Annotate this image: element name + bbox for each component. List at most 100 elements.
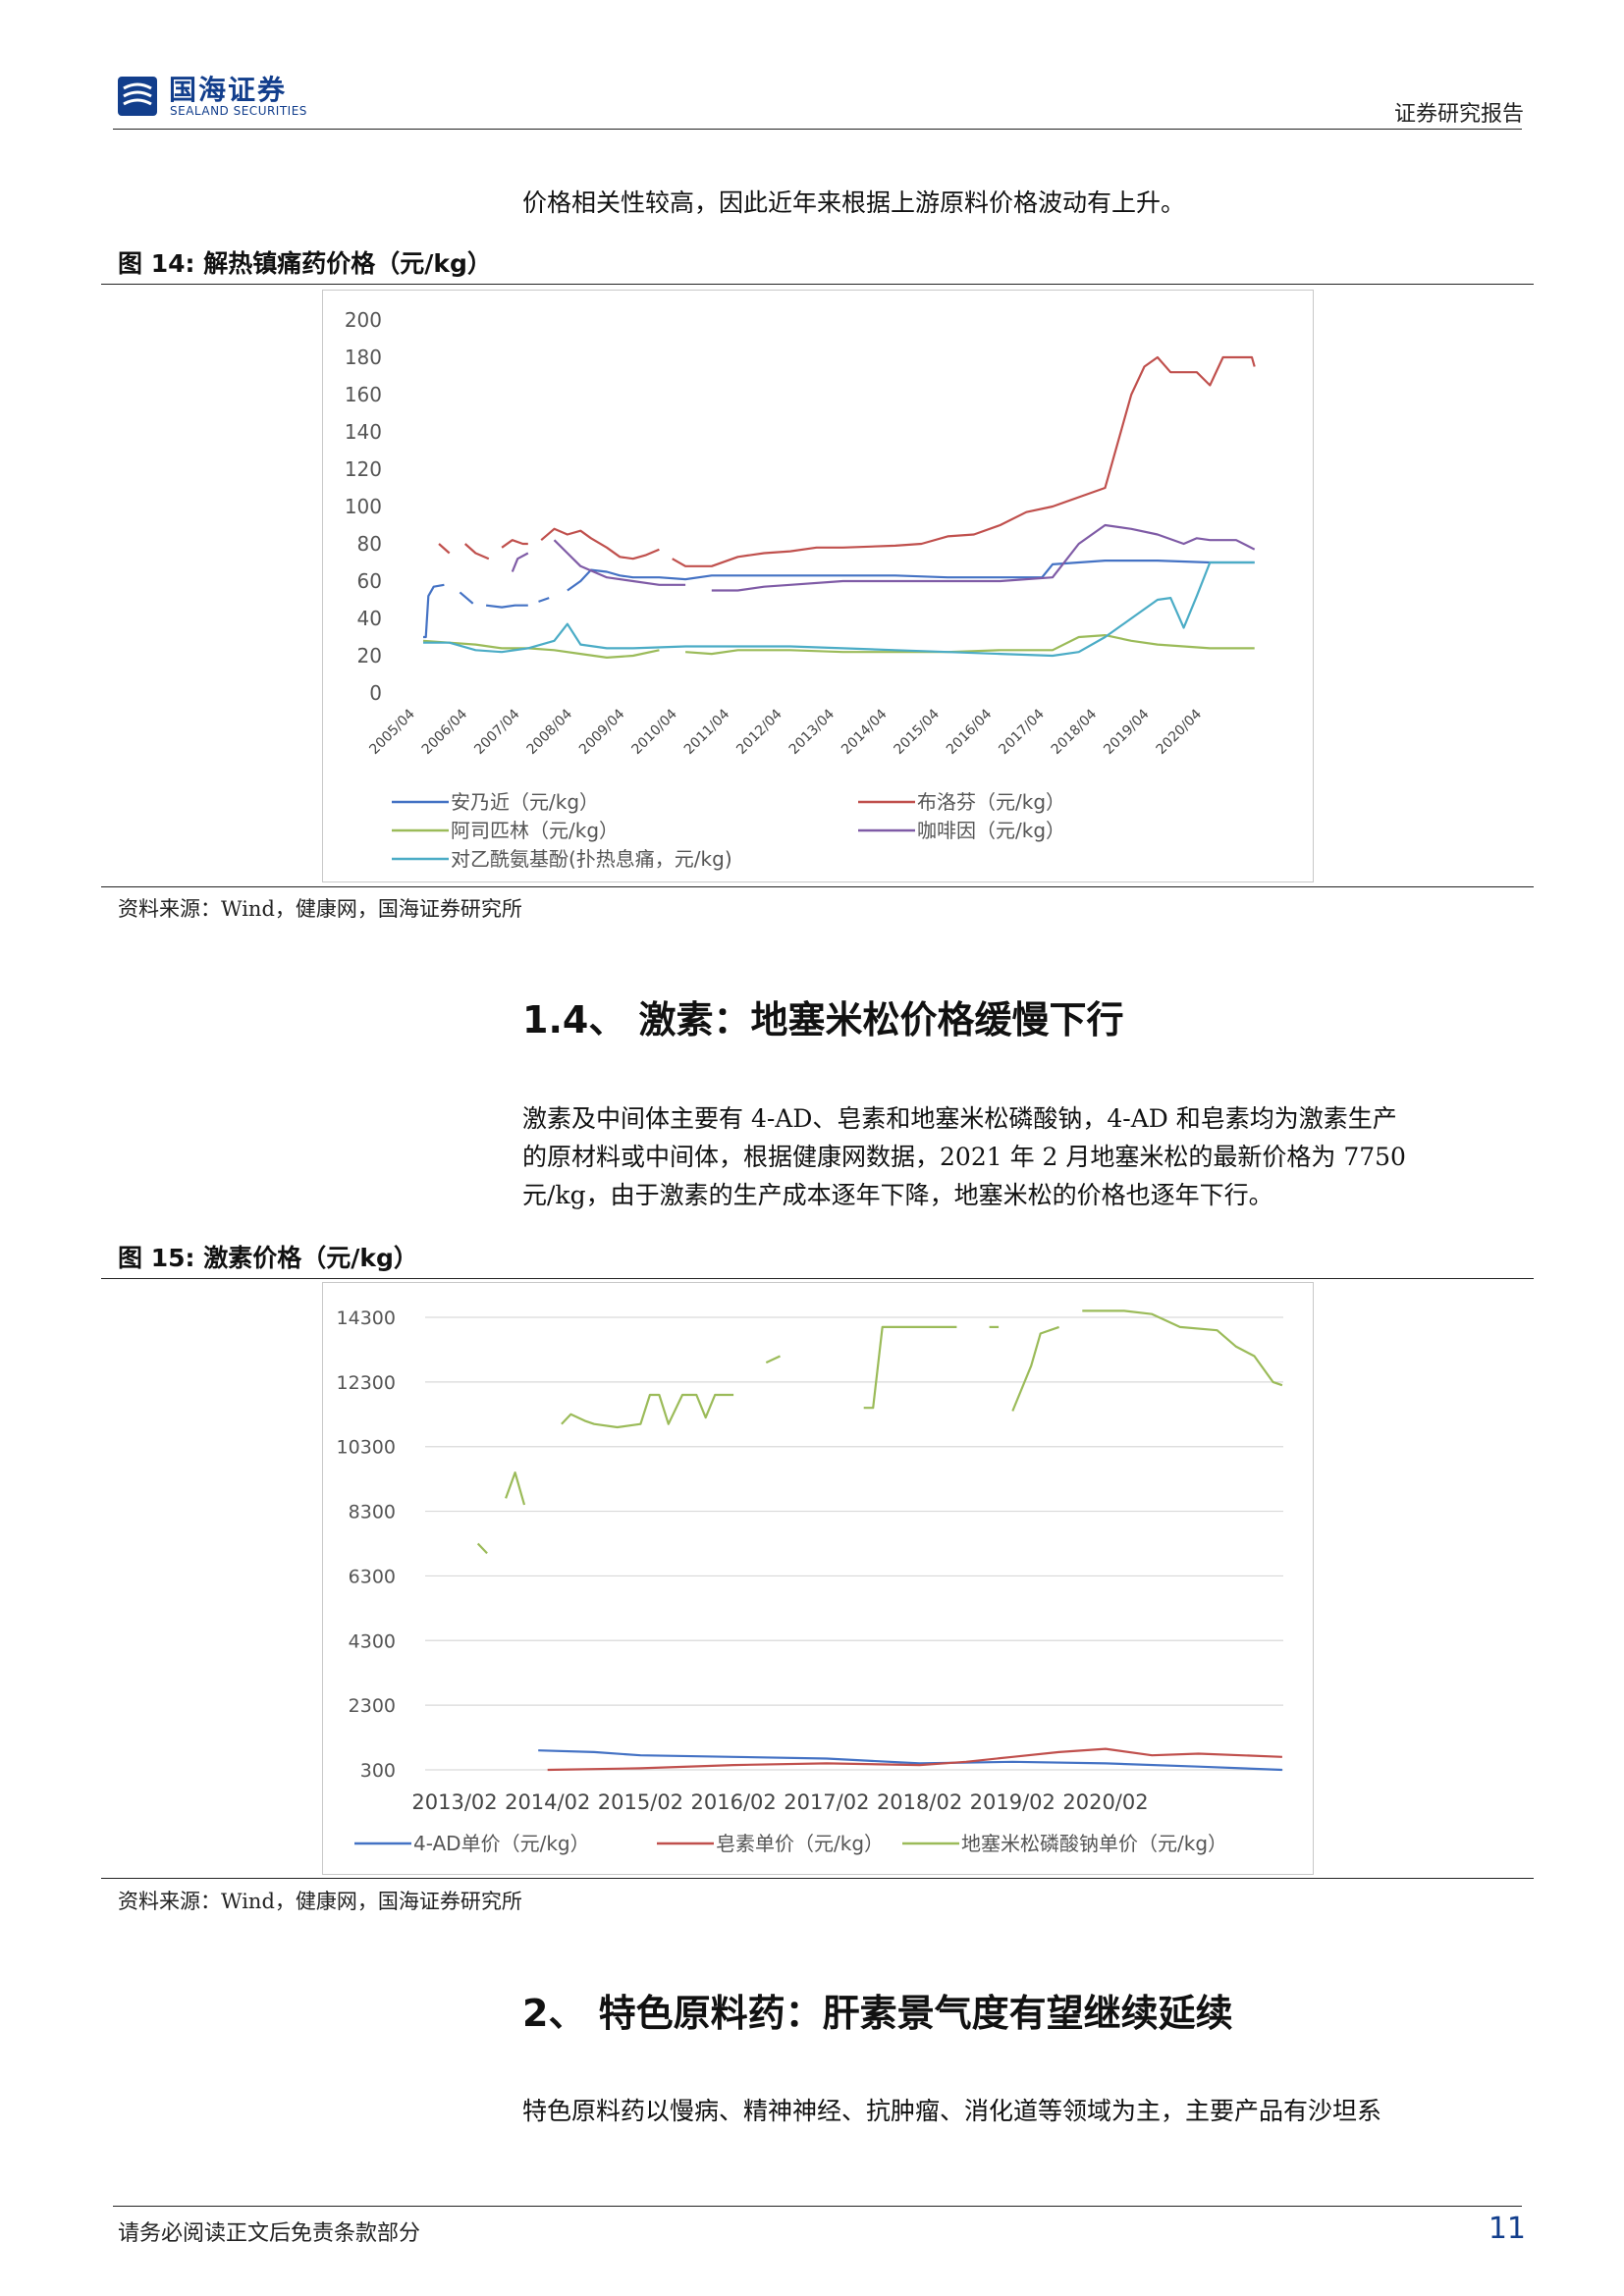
series-4-line-segment	[423, 561, 1255, 658]
x-tick-label: 2014/04	[839, 706, 891, 758]
y-tick-label: 2300	[349, 1695, 396, 1717]
legend-label: 布洛芬（元/kg）	[917, 790, 1065, 814]
page-number: 11	[1488, 2212, 1526, 2246]
y-tick-label: 100	[345, 495, 382, 518]
y-tick-label: 160	[345, 383, 382, 406]
x-tick-label: 2015/04	[892, 706, 944, 758]
x-tick-label: 2014/02	[505, 1790, 590, 1814]
series-0-line-segment	[567, 560, 1255, 592]
series-1-line-segment	[547, 1747, 1282, 1772]
series-2-line-segment	[422, 639, 660, 659]
footer-disclaimer: 请务必阅读正文后免责条款部分	[118, 2221, 421, 2246]
figure-15-bottom-rule	[101, 1878, 1534, 1879]
series-3-line-segment	[553, 539, 686, 586]
y-tick-label: 20	[357, 644, 382, 667]
x-tick-label: 2018/04	[1049, 706, 1101, 758]
legend-label: 皂素单价（元/kg）	[716, 1832, 884, 1855]
x-tick-label: 2007/04	[471, 706, 523, 758]
section-1-4-paragraph-line-1: 激素及中间体主要有 4-AD、皂素和地塞米松磷酸钠，4-AD 和皂素均为激素生产	[522, 1104, 1397, 1133]
x-tick-label: 2012/04	[733, 706, 785, 758]
x-tick-label: 2020/02	[1062, 1790, 1148, 1814]
section-1-4-heading: 1.4、 激素：地塞米松价格缓慢下行	[522, 998, 1124, 1041]
series-2-line-segment	[1011, 1325, 1059, 1412]
y-tick-label: 80	[357, 532, 382, 556]
figure-14-chart: 0 20 40 60 80 100 120 140 160 180 200 2005/04 2006/0…	[322, 290, 1314, 882]
x-tick-label: 2008/04	[524, 706, 576, 758]
y-tick-label: 6300	[349, 1566, 396, 1587]
series-1-line-segment	[540, 527, 660, 561]
series-0-line-segment	[485, 604, 528, 609]
intro-text: 价格相关性较高，因此近年来根据上游原料价格波动有上升。	[522, 188, 1186, 217]
series-3-line-segment	[711, 523, 1256, 592]
y-tick-label: 14300	[337, 1308, 396, 1329]
y-tick-label: 120	[345, 457, 382, 481]
section-1-4-paragraph-line-3: 元/kg，由于激素的生产成本逐年下降，地塞米松的价格也逐年下行。	[522, 1181, 1273, 1209]
y-tick-label: 200	[345, 308, 382, 332]
section-2-paragraph: 特色原料药以慢病、精神神经、抗肿瘤、消化道等领域为主，主要产品有沙坦系	[522, 2097, 1382, 2125]
series-1-line-segment	[501, 539, 528, 549]
brand-name-cn: 国海证券	[169, 74, 288, 106]
y-tick-label: 12300	[337, 1372, 396, 1394]
series-2-line-segment	[685, 634, 1255, 656]
legend-label: 地塞米松磷酸钠单价（元/kg）	[961, 1832, 1227, 1855]
x-tick-label: 2016/02	[691, 1790, 777, 1814]
series-1-line-segment	[463, 543, 490, 561]
y-tick-label: 60	[357, 569, 382, 593]
x-tick-label: 2016/04	[944, 706, 996, 758]
x-tick-label: 2020/04	[1154, 706, 1206, 758]
series-2-line-segment	[505, 1471, 526, 1506]
figure-14-source: 资料来源：Wind，健康网，国海证券研究所	[118, 897, 522, 921]
y-tick-label: 8300	[349, 1502, 396, 1523]
y-tick-label: 140	[345, 420, 382, 444]
report-type-label: 证券研究报告	[1393, 102, 1524, 127]
x-tick-label: 2019/02	[970, 1790, 1056, 1814]
header-divider	[113, 129, 1522, 130]
y-tick-label: 4300	[349, 1630, 396, 1652]
x-tick-label: 2017/02	[784, 1790, 869, 1814]
figure-14-top-rule	[101, 284, 1534, 285]
series-0-line-segment	[538, 1749, 1282, 1772]
legend-label: 4-AD单价（元/kg）	[413, 1832, 590, 1855]
series-2-line-segment	[561, 1393, 734, 1429]
brand-name-en: SEALAND SECURITIES	[170, 104, 307, 118]
x-tick-label: 2015/02	[598, 1790, 683, 1814]
x-tick-label: 2005/04	[366, 706, 418, 758]
x-tick-label: 2010/04	[628, 706, 680, 758]
series-3-line-segment	[511, 552, 529, 572]
legend-label: 阿司匹林（元/kg）	[451, 819, 619, 842]
chart-hormone-prices: 300 2300 4300 6300 8300 10300 12300 14300 2013/0…	[337, 1308, 1283, 1855]
figure-15-title: 图 15: 激素价格（元/kg）	[118, 1244, 418, 1272]
series-1-line-segment	[672, 355, 1256, 567]
y-tick-label: 0	[369, 681, 382, 705]
x-tick-label: 2017/04	[996, 706, 1048, 758]
series-2-line-segment	[1082, 1309, 1283, 1387]
y-tick-label: 40	[357, 607, 382, 630]
legend-label: 安乃近（元/kg）	[451, 790, 599, 814]
section-1-4-paragraph-line-2: 的原材料或中间体，根据健康网数据，2021 年 2 月地塞米松的最新价格为 77…	[522, 1143, 1406, 1171]
x-tick-label: 2019/04	[1101, 706, 1153, 758]
y-tick-label: 300	[360, 1760, 396, 1782]
x-tick-label: 2013/04	[786, 706, 839, 758]
series-0-line-segment	[423, 583, 445, 639]
x-tick-label: 2009/04	[576, 706, 628, 758]
series-2-line-segment	[863, 1325, 957, 1410]
series-1-line-segment	[438, 543, 451, 555]
x-tick-label: 2018/02	[877, 1790, 962, 1814]
y-tick-label: 180	[345, 346, 382, 369]
series-2-line-segment	[765, 1355, 781, 1364]
series-0-line-segment	[459, 591, 474, 605]
section-2-heading: 2、 特色原料药：肝素景气度有望继续延续	[522, 1992, 1233, 2035]
x-tick-label: 2011/04	[681, 706, 733, 758]
figure-14-title: 图 14: 解热镇痛药价格（元/kg）	[118, 249, 492, 278]
series-0-line-segment	[538, 597, 550, 603]
chart-antipyretic-prices: 0 20 40 60 80 100 120 140 160 180 200 2005/04 2006/0…	[345, 308, 1256, 871]
figure-15-chart: 300 2300 4300 6300 8300 10300 12300 14300 2013/0…	[322, 1282, 1314, 1875]
figure-15-top-rule	[101, 1278, 1534, 1279]
figure-15-source: 资料来源：Wind，健康网，国海证券研究所	[118, 1890, 522, 1913]
legend-label: 咖啡因（元/kg）	[917, 819, 1065, 842]
y-tick-label: 10300	[337, 1437, 396, 1459]
legend-label: 对乙酰氨基酚(扑热息痛，元/kg)	[451, 847, 732, 871]
x-tick-label: 2013/02	[411, 1790, 497, 1814]
series-2-line-segment	[476, 1542, 488, 1555]
x-tick-label: 2006/04	[419, 706, 471, 758]
